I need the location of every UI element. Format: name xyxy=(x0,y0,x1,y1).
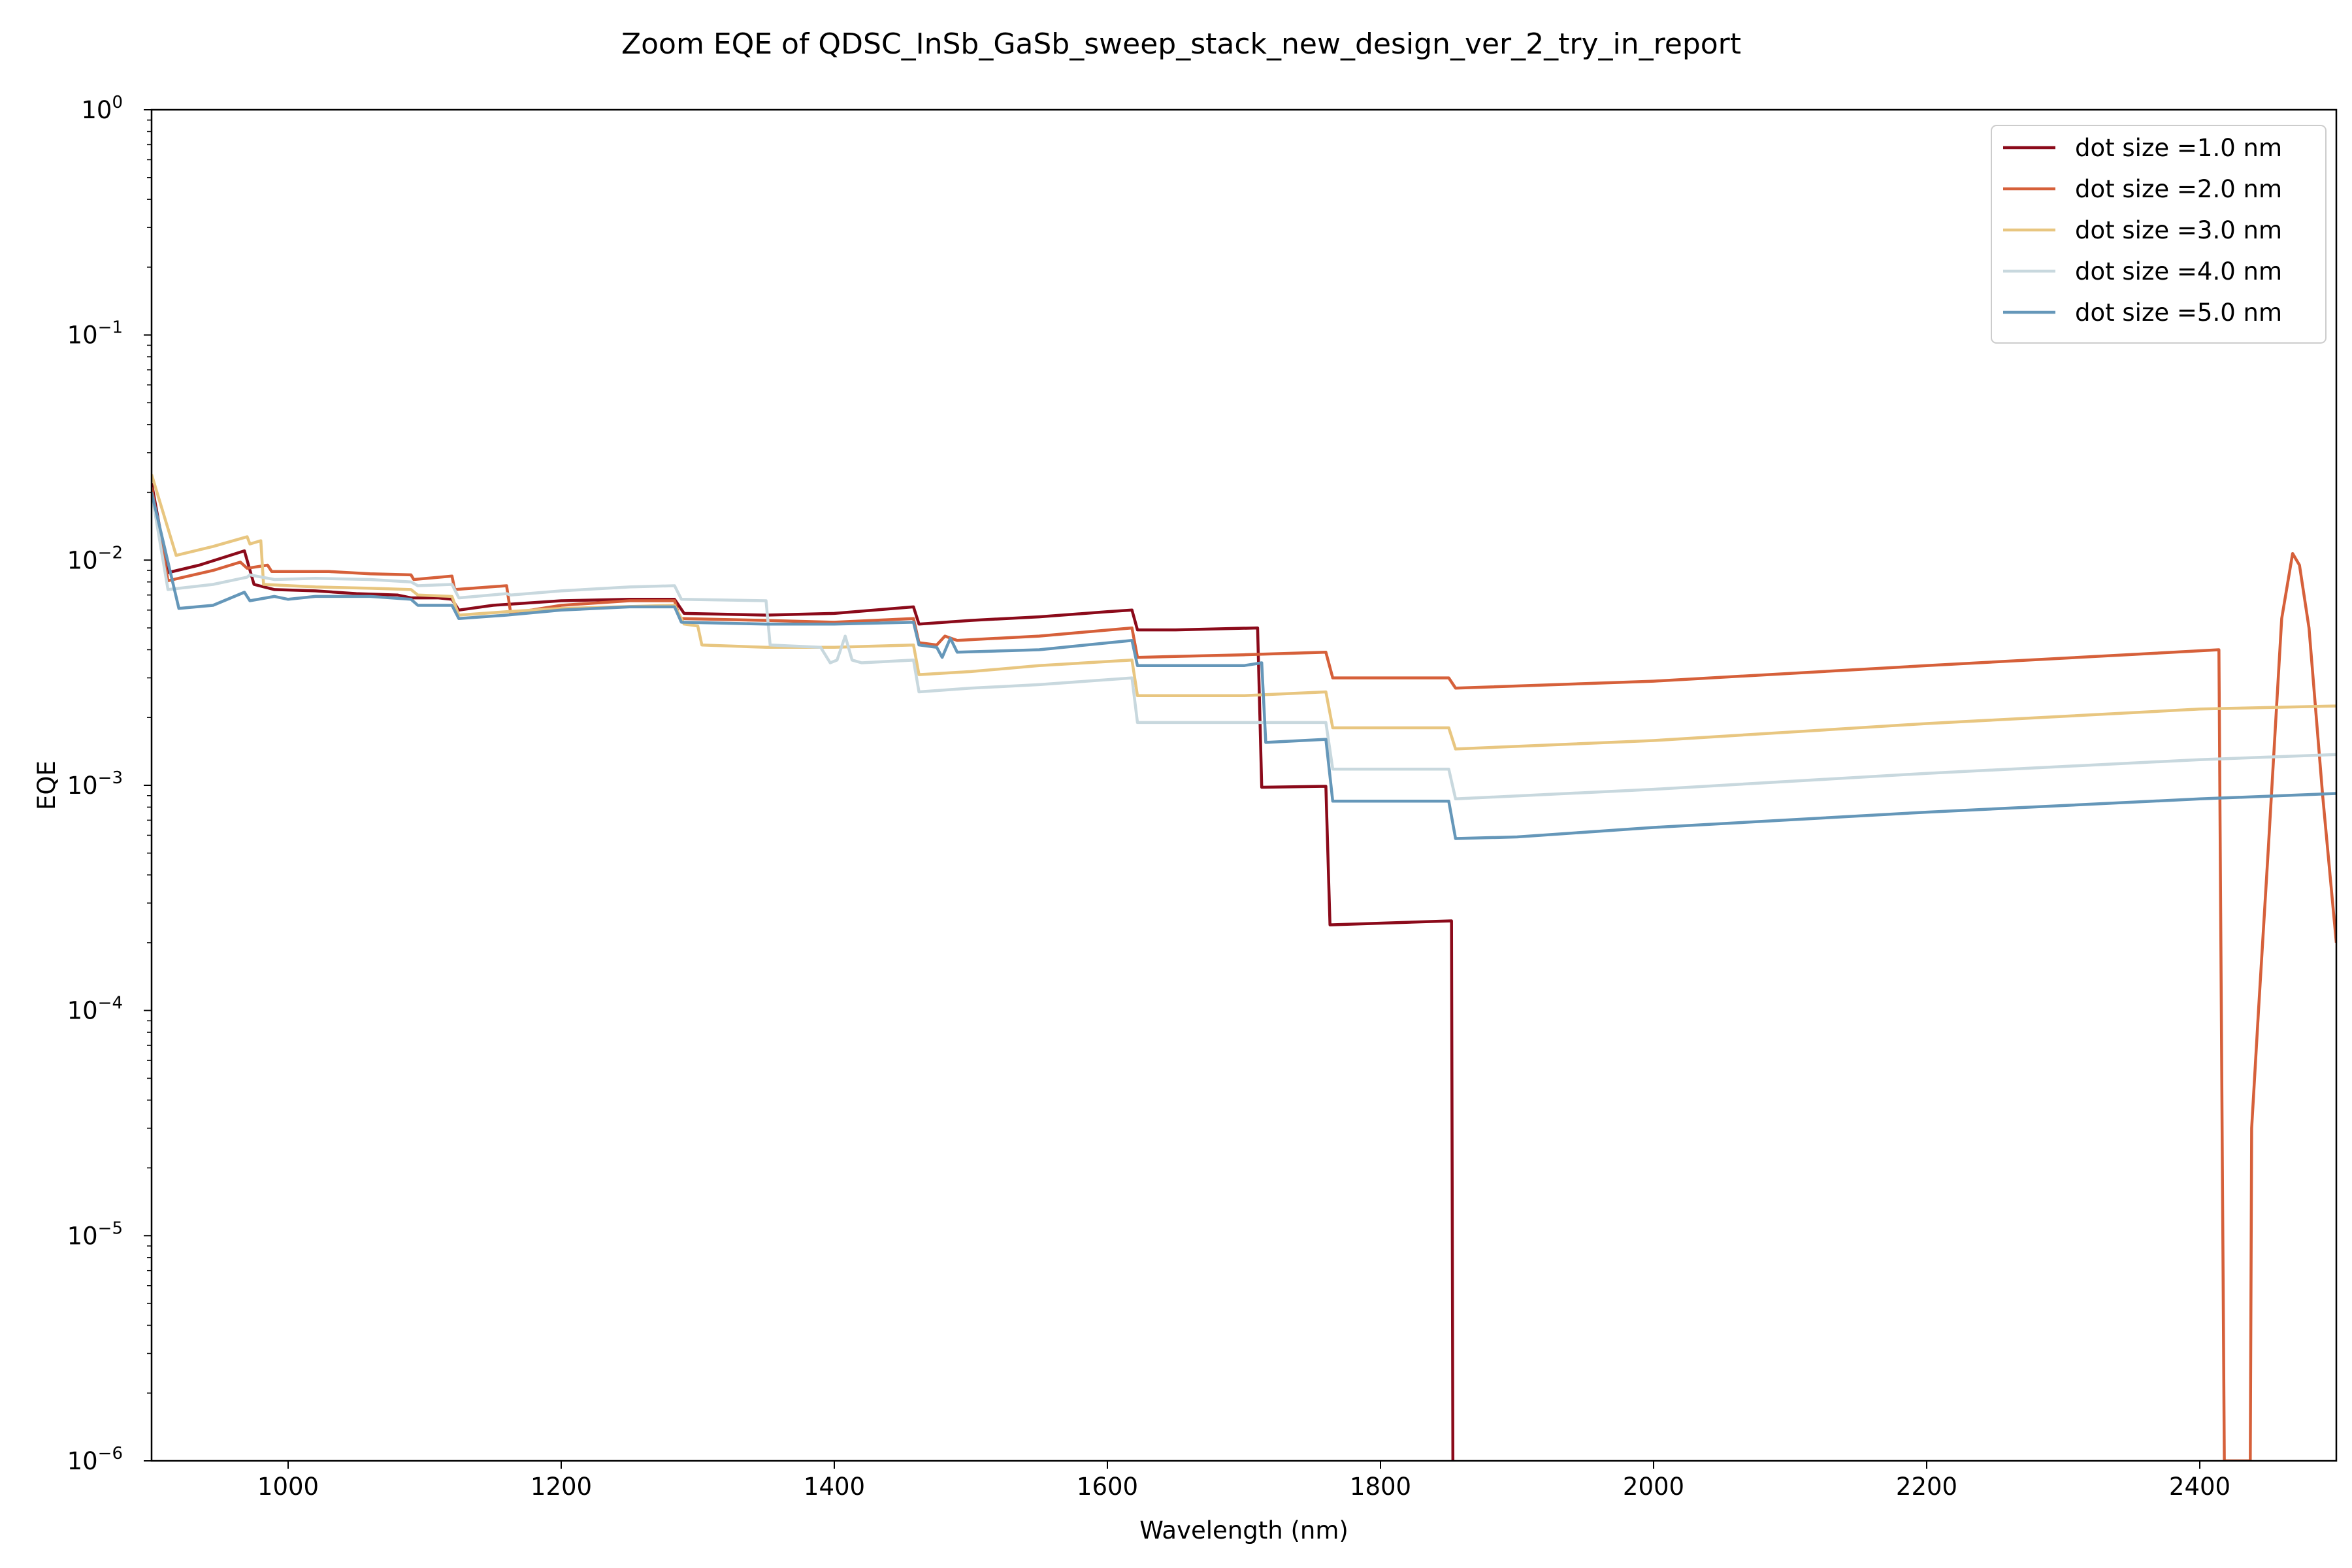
legend: dot size =1.0 nm dot size =2.0 nm dot size… xyxy=(1991,125,2327,344)
y-tick-label: 10−2 xyxy=(67,543,123,574)
legend-label-4: dot size =4.0 nm xyxy=(2075,257,2282,286)
series-line-1 xyxy=(152,482,1455,1461)
series-layer xyxy=(152,474,2336,1461)
x-tick-label: 1800 xyxy=(1350,1473,1411,1501)
x-tick-label: 1200 xyxy=(531,1473,592,1501)
x-axis-ticks: 1000 1200 1400 1600 1800 2000 2200 2400 xyxy=(257,1461,2230,1501)
series-line-4 xyxy=(152,492,2336,801)
legend-label-3: dot size =3.0 nm xyxy=(2075,216,2282,244)
x-tick-label: 1400 xyxy=(804,1473,865,1501)
x-tick-label: 2400 xyxy=(2169,1473,2230,1501)
x-axis-label: Wavelength (nm) xyxy=(1139,1516,1348,1544)
y-tick-label: 10−6 xyxy=(67,1444,123,1475)
y-axis-label: EQE xyxy=(33,760,61,810)
x-tick-label: 2000 xyxy=(1623,1473,1684,1501)
legend-label-5: dot size =5.0 nm xyxy=(2075,299,2282,327)
x-tick-label: 2200 xyxy=(1896,1473,1957,1501)
y-tick-label: 10−3 xyxy=(67,768,123,800)
chart-title: Zoom EQE of QDSC_InSb_GaSb_sweep_stack_n… xyxy=(621,27,1741,61)
y-tick-label: 10−5 xyxy=(67,1218,123,1250)
x-tick-label: 1600 xyxy=(1077,1473,1138,1501)
legend-label-2: dot size =2.0 nm xyxy=(2075,175,2282,203)
series-line-2 xyxy=(152,487,2336,1461)
y-tick-label: 10−1 xyxy=(67,318,123,350)
series-line-3 xyxy=(152,474,2336,751)
legend-label-1: dot size =1.0 nm xyxy=(2075,134,2282,162)
y-tick-label: 100 xyxy=(81,93,123,124)
series-line-5 xyxy=(152,492,2336,840)
legend-box xyxy=(1991,125,2327,344)
y-axis-ticks: 10−6 10−5 10−4 10−3 10−2 10−1 100 xyxy=(67,93,152,1475)
x-tick-label: 1000 xyxy=(257,1473,319,1501)
y-tick-label: 10−4 xyxy=(67,994,123,1025)
